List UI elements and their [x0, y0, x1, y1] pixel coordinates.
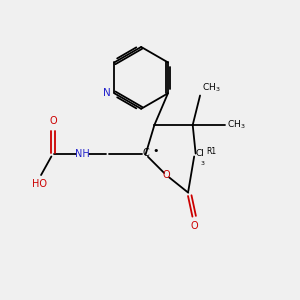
- Text: NH: NH: [75, 149, 90, 159]
- Text: HO: HO: [32, 179, 47, 189]
- Text: CH$_3$: CH$_3$: [226, 119, 245, 131]
- Text: O: O: [190, 221, 198, 231]
- Text: O: O: [49, 116, 57, 126]
- Text: R1: R1: [206, 147, 216, 156]
- Text: •: •: [152, 146, 159, 157]
- Text: CH$_3$: CH$_3$: [202, 82, 220, 94]
- Text: 3: 3: [200, 161, 204, 166]
- Text: C: C: [142, 148, 149, 158]
- Text: O: O: [162, 170, 170, 180]
- Text: N: N: [103, 88, 111, 98]
- Text: Cl: Cl: [196, 149, 205, 158]
